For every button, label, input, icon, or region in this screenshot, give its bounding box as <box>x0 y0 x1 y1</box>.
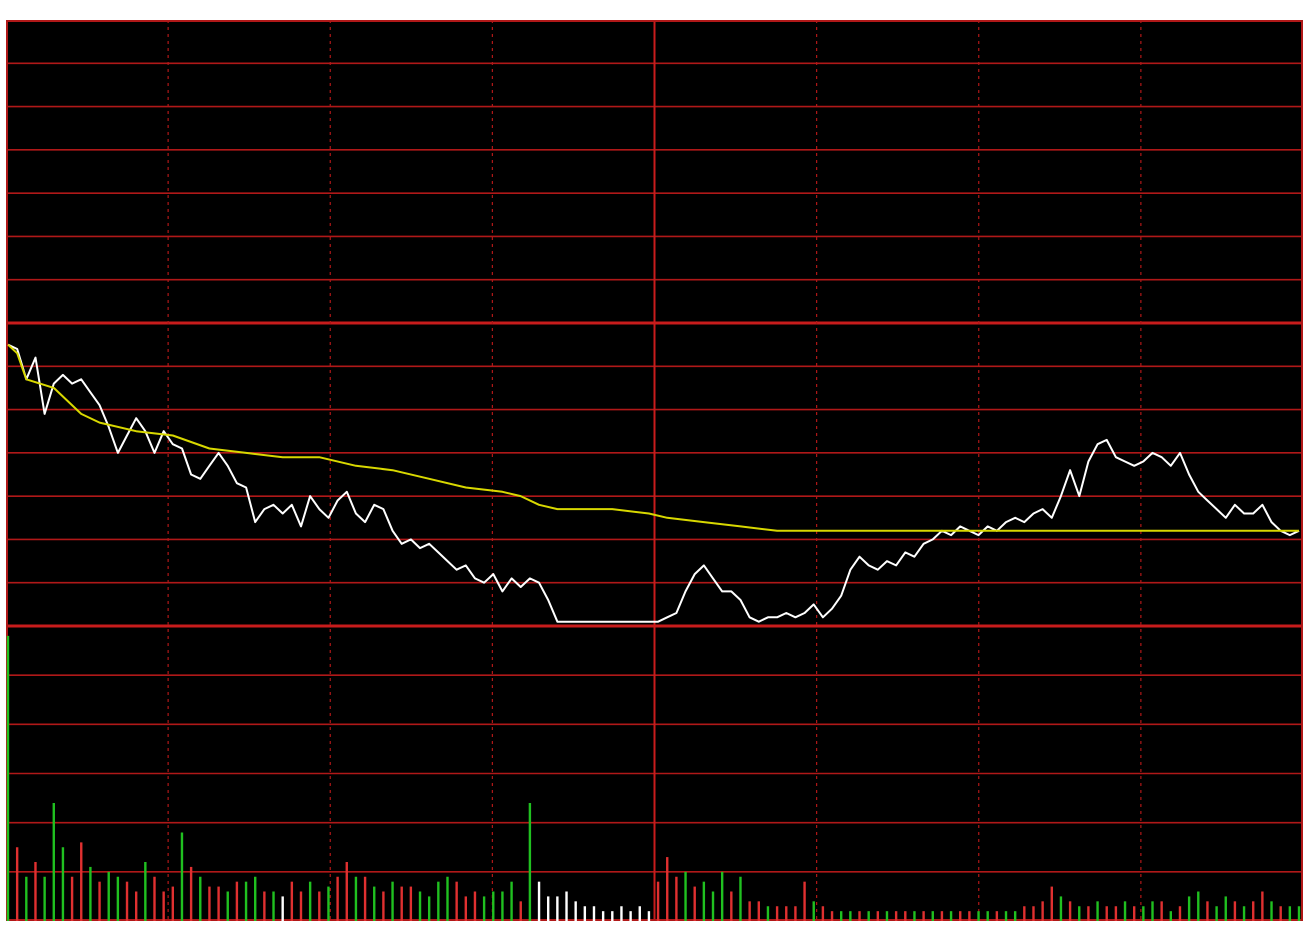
volume-bars <box>6 635 1301 921</box>
chart-border <box>6 20 1303 921</box>
average-price-line <box>7 343 1299 532</box>
grid-lines <box>6 20 1303 921</box>
intraday-chart <box>6 20 1303 921</box>
intraday-chart-panel <box>6 20 1303 921</box>
price-lines <box>7 343 1300 623</box>
price-line <box>7 343 1300 623</box>
